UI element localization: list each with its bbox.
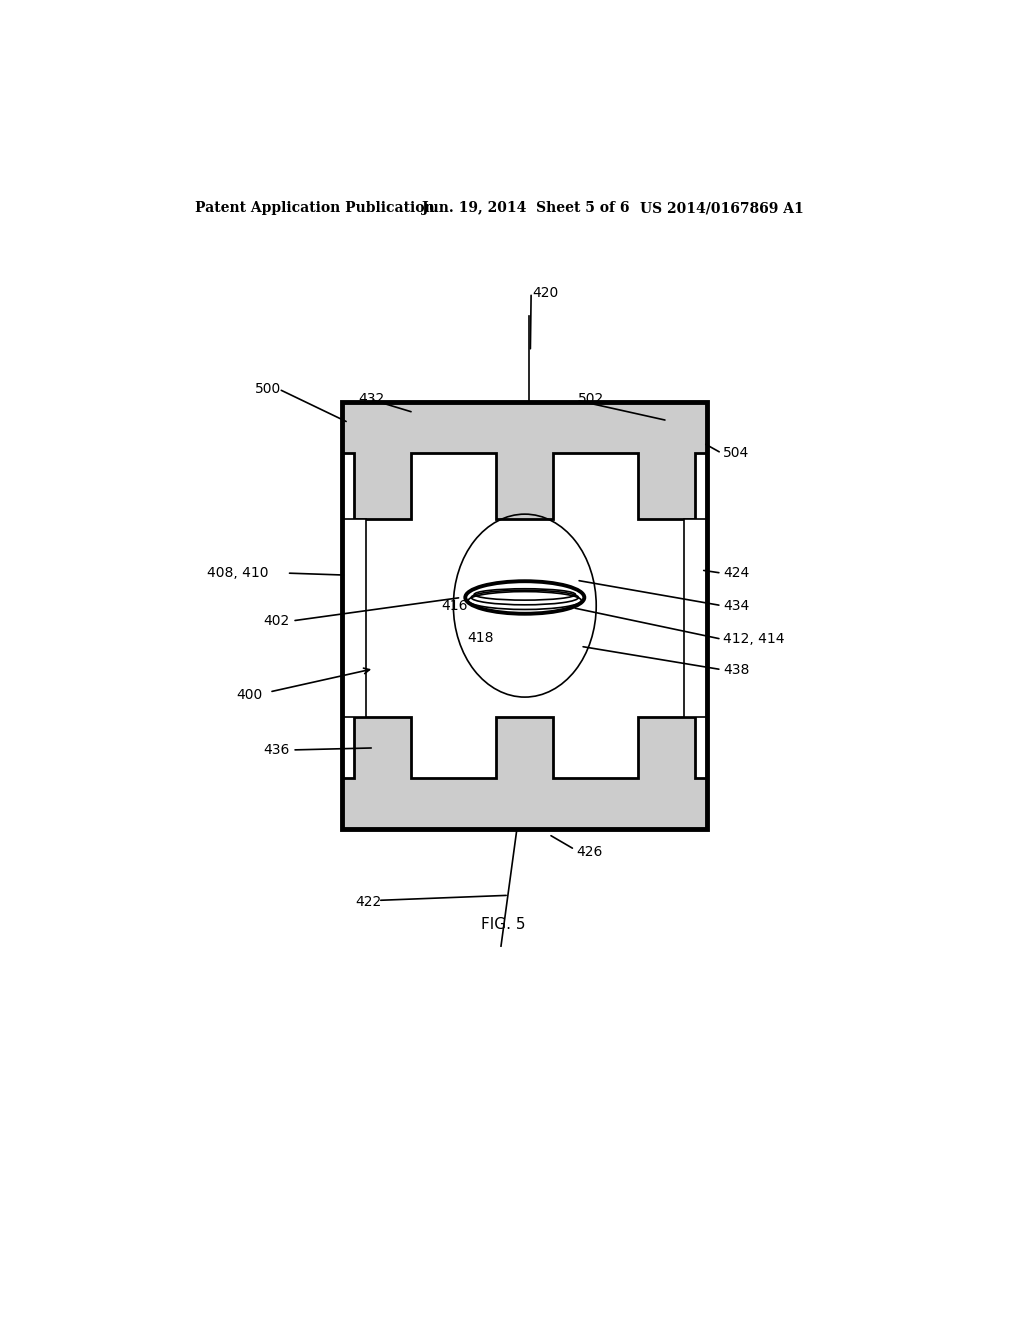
Text: FIG. 5: FIG. 5 (481, 917, 525, 932)
Text: 412, 414: 412, 414 (723, 632, 784, 647)
Text: 436: 436 (263, 743, 290, 756)
Text: 504: 504 (723, 446, 750, 461)
Text: 500: 500 (255, 381, 282, 396)
Text: 418: 418 (467, 631, 494, 645)
Text: 400: 400 (237, 688, 263, 702)
Polygon shape (342, 718, 708, 829)
Text: 416: 416 (441, 598, 468, 612)
Text: US 2014/0167869 A1: US 2014/0167869 A1 (640, 201, 804, 215)
Text: 420: 420 (532, 285, 559, 300)
Text: Patent Application Publication: Patent Application Publication (196, 201, 435, 215)
Text: 434: 434 (723, 598, 750, 612)
Text: Jun. 19, 2014  Sheet 5 of 6: Jun. 19, 2014 Sheet 5 of 6 (422, 201, 629, 215)
Text: 438: 438 (723, 663, 750, 677)
Bar (684, 519, 708, 718)
Bar (342, 519, 367, 718)
Text: 502: 502 (578, 392, 604, 407)
Text: 408, 410: 408, 410 (207, 566, 269, 579)
Text: 432: 432 (358, 392, 384, 407)
Text: 402: 402 (263, 614, 289, 628)
Text: 426: 426 (577, 845, 603, 858)
Ellipse shape (465, 581, 585, 614)
Polygon shape (342, 403, 708, 519)
Text: 422: 422 (355, 895, 382, 909)
Text: 424: 424 (723, 566, 750, 579)
